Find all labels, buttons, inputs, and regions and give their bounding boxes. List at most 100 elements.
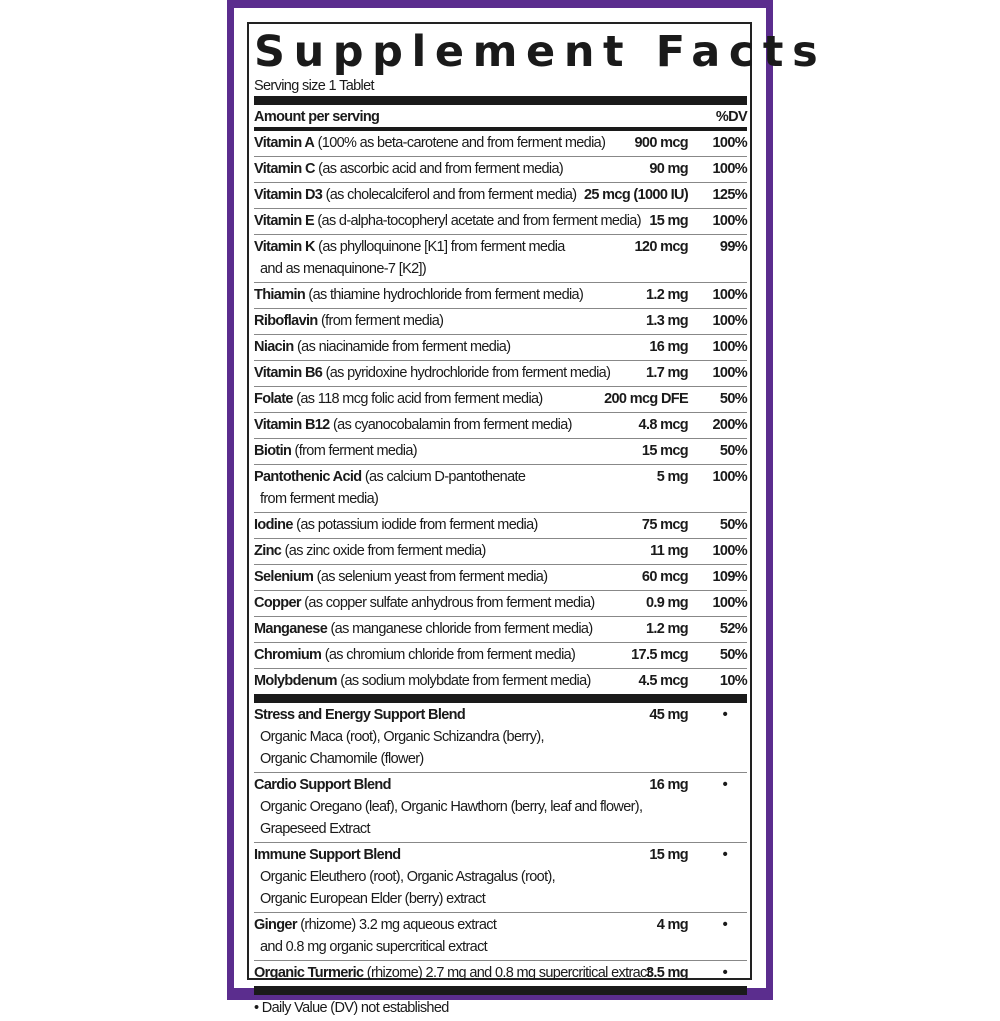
percent-dv: 100% xyxy=(712,313,748,329)
nutrient-source: (rhizome) 2.7 mg and 0.8 mg supercritica… xyxy=(363,965,651,981)
nutrient-source: (as 118 mcg folic acid from ferment medi… xyxy=(292,391,543,407)
row-line: Organic Turmeric (rhizome) 2.7 mg and 0.… xyxy=(254,962,747,984)
percent-dv: 50% xyxy=(719,647,748,663)
nutrient-row: Vitamin B12 (as cyanocobalamin from ferm… xyxy=(254,413,748,439)
nutrient-source: (as pyridoxine hydrochloride from fermen… xyxy=(322,365,611,381)
percent-dv: 100% xyxy=(712,213,748,229)
serving-size: Serving size 1 Tablet xyxy=(254,78,375,94)
nutrient-row: Vitamin C (as ascorbic acid and from fer… xyxy=(254,157,748,183)
percent-dv: 100% xyxy=(712,135,748,151)
nutrient-name: Zinc xyxy=(254,543,282,559)
nutrient-source: (as potassium iodide from ferment media) xyxy=(292,517,538,533)
blend-ingredients: Organic European Elder (berry) extract xyxy=(260,891,486,907)
row-line: Iodine (as potassium iodide from ferment… xyxy=(254,514,747,536)
nutrient-name: Immune Support Blend xyxy=(254,847,401,863)
nutrient-name: Thiamin xyxy=(254,287,306,303)
blend-row: Immune Support Blend Organic Eleuthero (r… xyxy=(254,843,747,913)
amount: 15 mg xyxy=(649,847,688,863)
nutrient-row: Manganese (as manganese chloride from fe… xyxy=(254,617,748,643)
blend-row: Stress and Energy Support Blend Organic M… xyxy=(254,703,747,773)
nutrient-name: Vitamin E xyxy=(254,213,315,229)
amount: 11 mg xyxy=(650,543,689,559)
row-line: Vitamin B12 (as cyanocobalamin from ferm… xyxy=(254,414,747,436)
amount: 1.3 mg xyxy=(645,313,689,329)
percent-dv: 100% xyxy=(712,469,748,485)
amount: 15 mg xyxy=(649,213,688,229)
amount: 0.9 mg xyxy=(645,595,689,611)
percent-dv: 100% xyxy=(712,161,748,177)
nutrient-row: Niacin (as niacinamide from ferment medi… xyxy=(254,335,748,361)
percent-dv: 50% xyxy=(719,443,748,459)
amount: 60 mcg xyxy=(641,569,689,585)
nutrient-source: (as ascorbic acid and from ferment media… xyxy=(314,161,564,177)
blend-ingredients: Organic Oregano (leaf), Organic Hawthorn… xyxy=(260,799,643,815)
nutrient-name: Manganese xyxy=(254,621,328,637)
nutrient-row: Iodine (as potassium iodide from ferment… xyxy=(254,513,748,539)
nutrient-list: Vitamin A (100% as beta-carotene and fro… xyxy=(254,131,748,694)
nutrient-source: (as selenium yeast from ferment media) xyxy=(313,569,548,585)
nutrient-name: Copper xyxy=(254,595,302,611)
percent-dv: 100% xyxy=(712,339,748,355)
nutrient-row: Vitamin K (as phylloquinone [K1] from fe… xyxy=(254,235,748,283)
amount: 4.5 mcg xyxy=(638,673,689,689)
blend-row: Ginger (rhizome) 3.2 mg aqueous extract a… xyxy=(254,913,747,961)
nutrient-row: Vitamin A (100% as beta-carotene and fro… xyxy=(254,131,748,157)
row-line: Copper (as copper sulfate anhydrous from… xyxy=(254,592,747,614)
percent-dv: 200% xyxy=(712,417,748,433)
nutrient-name: Vitamin K xyxy=(254,239,315,255)
row-line: Chromium (as chromium chloride from ferm… xyxy=(254,644,747,666)
panel-title: Supplement Facts xyxy=(254,27,827,77)
row-line: Biotin (from ferment media) xyxy=(254,440,747,462)
divider-medium xyxy=(254,127,747,131)
nutrient-name: Vitamin B6 xyxy=(254,365,323,381)
nutrient-name: Riboflavin xyxy=(254,313,318,329)
amount: 120 mcg xyxy=(634,239,689,255)
amount: 75 mcg xyxy=(641,517,689,533)
nutrient-source-continued: from ferment media) xyxy=(260,491,379,507)
blend-ingredients: Grapeseed Extract xyxy=(260,821,370,837)
row-line: Ginger (rhizome) 3.2 mg aqueous extract xyxy=(254,914,747,936)
divider-thick xyxy=(254,986,747,995)
percent-dv: 50% xyxy=(719,391,748,407)
footnote: • Daily Value (DV) not established xyxy=(254,1000,449,1016)
row-line: Vitamin C (as ascorbic acid and from fer… xyxy=(254,158,747,180)
nutrient-source: (100% as beta-carotene and from ferment … xyxy=(314,135,606,151)
nutrient-source: (as calcium D-pantothenate xyxy=(361,469,526,485)
dv-not-established-marker: • xyxy=(722,917,728,933)
nutrient-source: (rhizome) 3.2 mg aqueous extract xyxy=(296,917,497,933)
row-line: Stress and Energy Support Blend xyxy=(254,704,747,726)
divider-thick xyxy=(254,694,747,703)
blend-ingredients: Organic Chamomile (flower) xyxy=(260,751,424,767)
dv-not-established-marker: • xyxy=(722,777,728,793)
nutrient-row: Copper (as copper sulfate anhydrous from… xyxy=(254,591,748,617)
amount: 3.5 mg xyxy=(645,965,689,981)
row-line: Immune Support Blend xyxy=(254,844,747,866)
nutrient-name: Molybdenum xyxy=(254,673,338,689)
column-header: Amount per serving %DV xyxy=(254,105,748,127)
row-line: Riboflavin (from ferment media) xyxy=(254,310,747,332)
nutrient-source: (as copper sulfate anhydrous from fermen… xyxy=(300,595,595,611)
nutrient-row: Biotin (from ferment media) 15 mcg 50% xyxy=(254,439,748,465)
amount: 17.5 mcg xyxy=(631,647,689,663)
row-line: Vitamin K (as phylloquinone [K1] from fe… xyxy=(254,236,747,258)
row-line: Zinc (as zinc oxide from ferment media) xyxy=(254,540,747,562)
row-line: Manganese (as manganese chloride from fe… xyxy=(254,618,747,640)
nutrient-source: (as thiamine hydrochloride from ferment … xyxy=(305,287,584,303)
nutrient-name: Folate xyxy=(254,391,293,407)
nutrient-source: (as sodium molybdate from ferment media) xyxy=(336,673,591,689)
nutrient-source: (as niacinamide from ferment media) xyxy=(293,339,511,355)
nutrient-name: Pantothenic Acid xyxy=(254,469,362,485)
percent-dv: 100% xyxy=(712,595,748,611)
row-line: Selenium (as selenium yeast from ferment… xyxy=(254,566,747,588)
amount: 90 mg xyxy=(649,161,688,177)
nutrient-row: Zinc (as zinc oxide from ferment media) 1… xyxy=(254,539,748,565)
percent-dv: 10% xyxy=(719,673,748,689)
amount: 5 mg xyxy=(656,469,689,485)
amount: 16 mg xyxy=(649,777,688,793)
amount: 1.2 mg xyxy=(645,621,689,637)
nutrient-row: Chromium (as chromium chloride from ferm… xyxy=(254,643,748,669)
blend-ingredients: Organic Maca (root), Organic Schizandra … xyxy=(260,729,545,745)
percent-dv: 125% xyxy=(712,187,748,203)
row-line: Pantothenic Acid (as calcium D-pantothen… xyxy=(254,466,747,488)
amount: 200 mcg DFE xyxy=(604,391,689,407)
